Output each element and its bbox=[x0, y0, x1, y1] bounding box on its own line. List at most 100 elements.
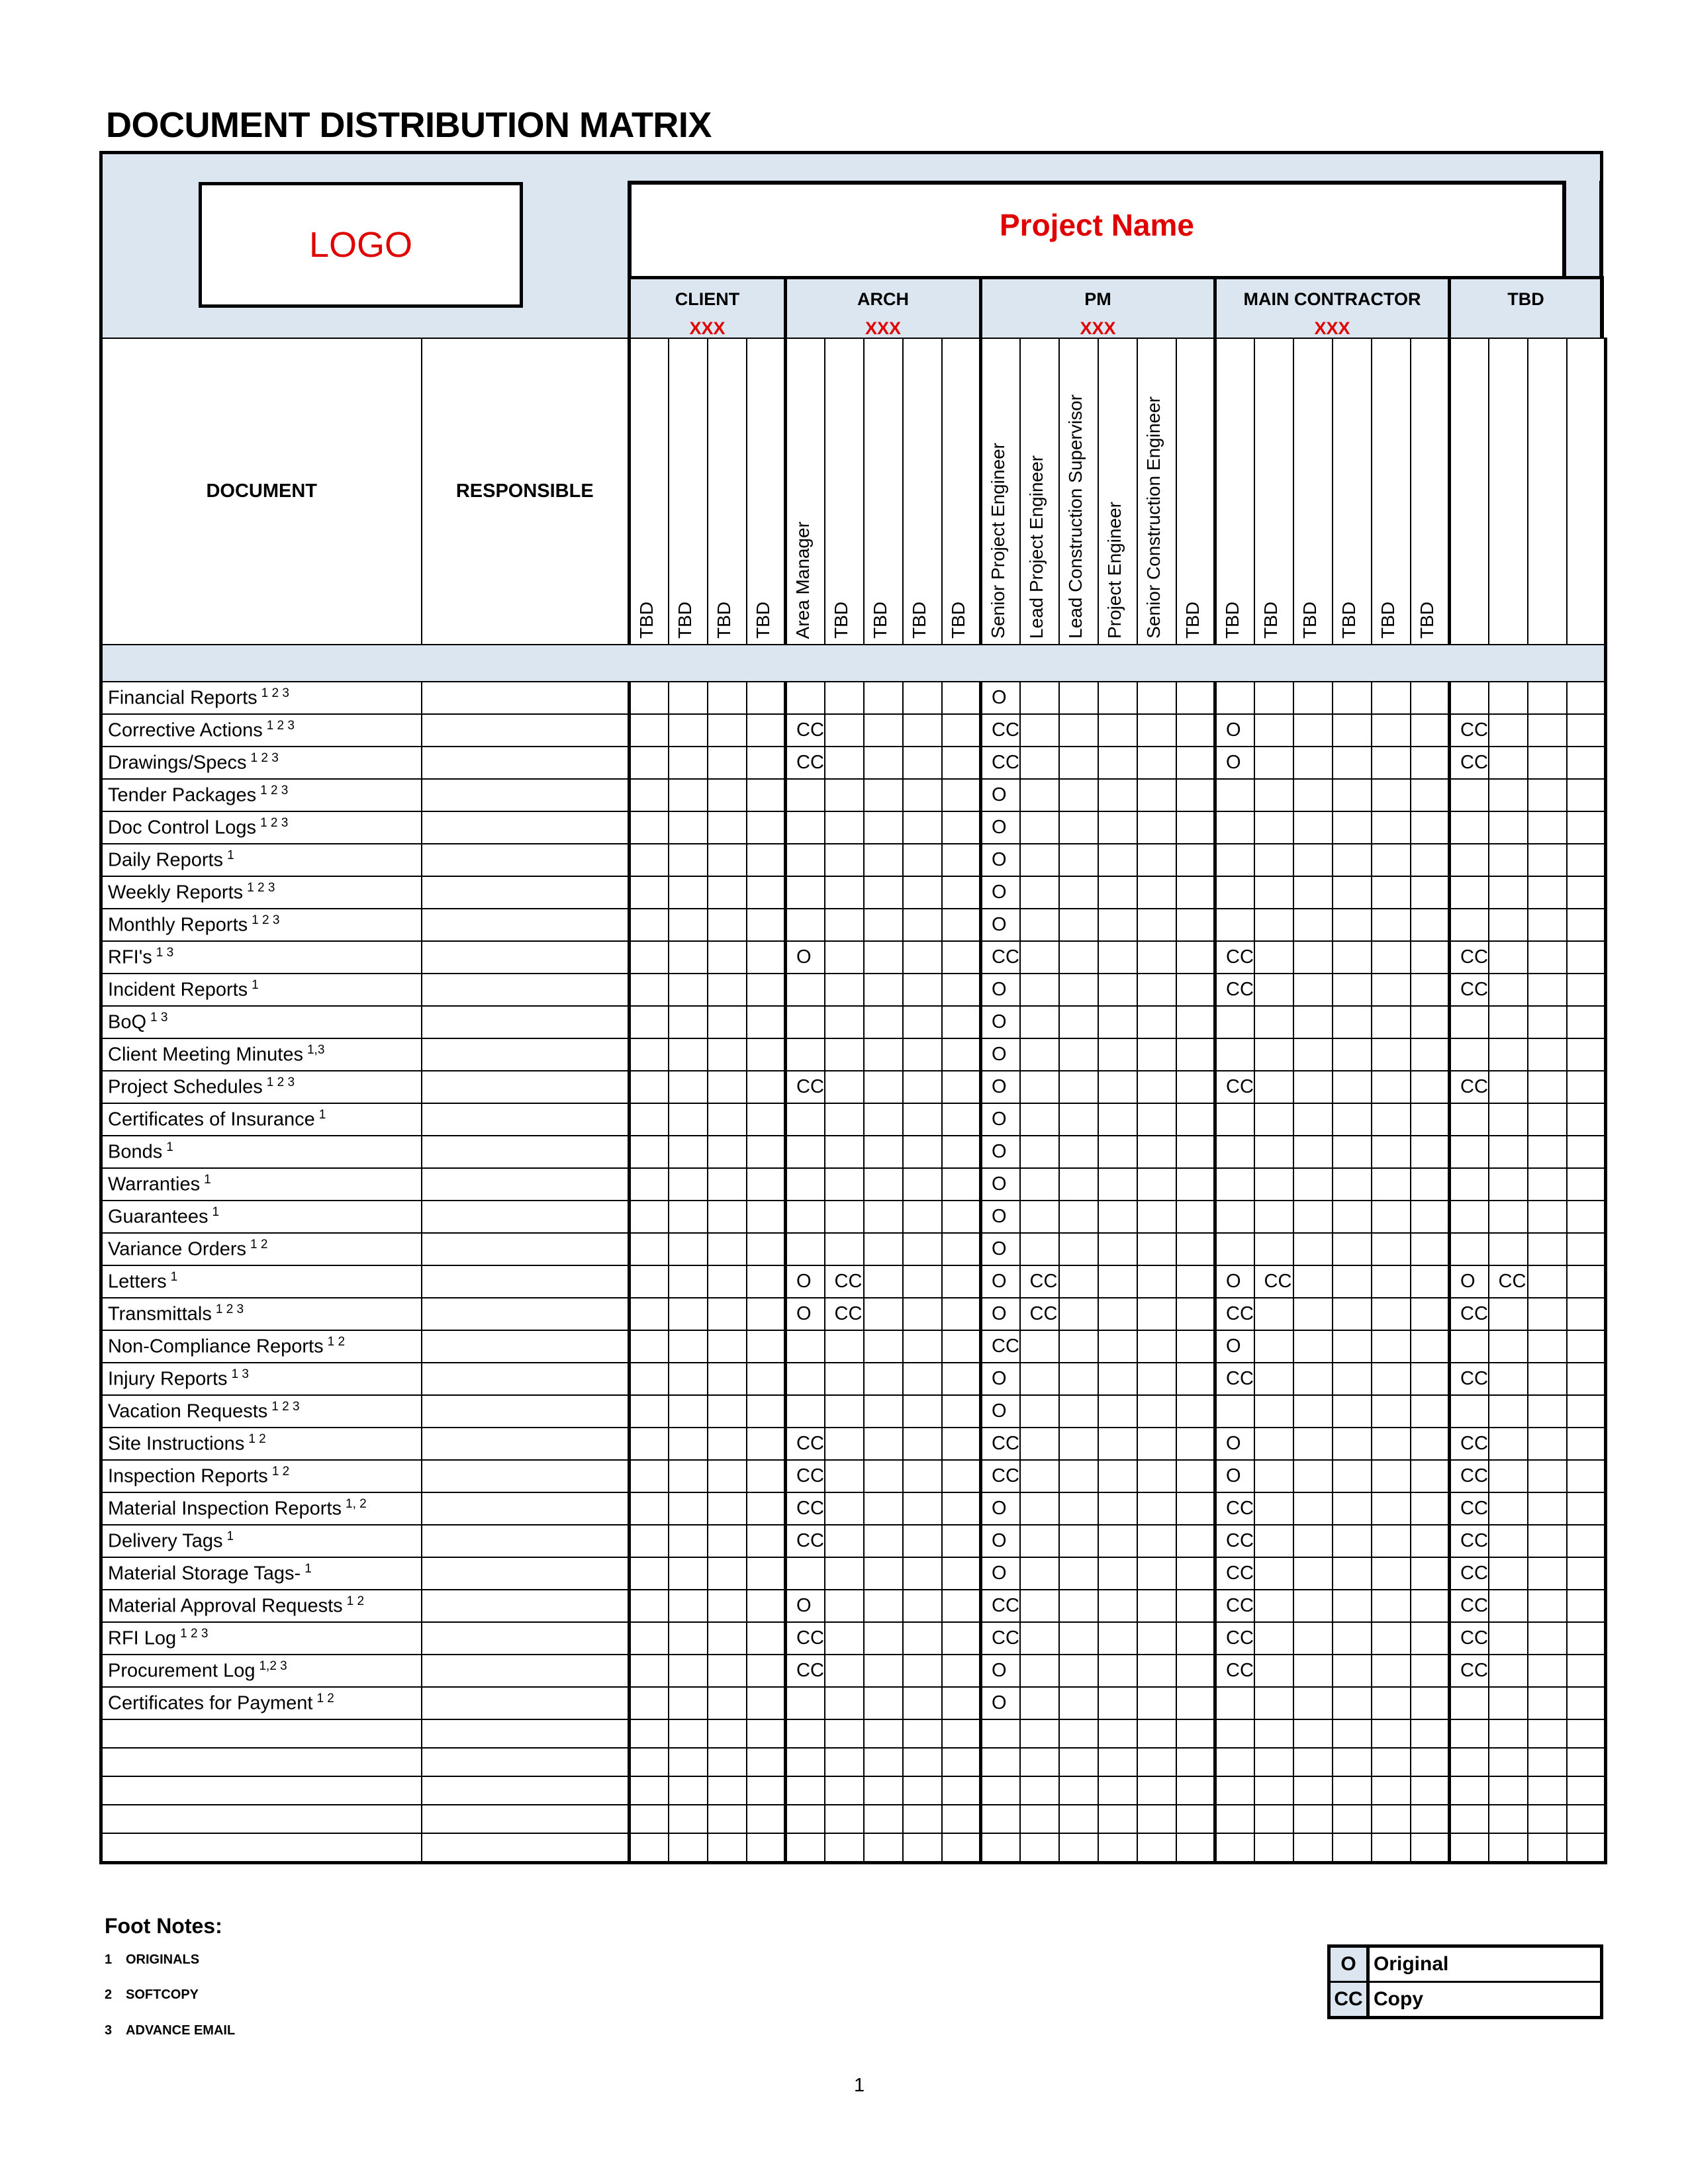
document-cell bbox=[99, 1719, 422, 1749]
matrix-cell bbox=[1175, 1232, 1216, 1266]
matrix-cell bbox=[1526, 1776, 1568, 1805]
matrix-cell bbox=[1253, 1621, 1294, 1655]
matrix-cell bbox=[823, 1103, 865, 1136]
matrix-cell bbox=[1370, 746, 1411, 780]
matrix-cell bbox=[1409, 1232, 1450, 1266]
matrix-cell bbox=[1253, 1200, 1294, 1234]
matrix-cell bbox=[823, 811, 865, 844]
responsible-cell bbox=[420, 1362, 631, 1396]
matrix-cell bbox=[706, 1719, 747, 1749]
matrix-cell bbox=[1058, 973, 1099, 1007]
matrix-cell bbox=[1253, 778, 1294, 812]
matrix-cell bbox=[706, 811, 747, 844]
matrix-cell bbox=[628, 681, 669, 715]
matrix-cell bbox=[1409, 1103, 1450, 1136]
matrix-cell bbox=[784, 876, 825, 909]
matrix-cell bbox=[823, 1686, 865, 1720]
matrix-cell bbox=[1136, 1524, 1177, 1558]
table-row: Inspection Reports 1 2 CC CC O CC bbox=[99, 1459, 1607, 1493]
distribution-mark: CC bbox=[979, 713, 1021, 747]
matrix-cell bbox=[941, 713, 982, 747]
matrix-cell bbox=[1331, 778, 1372, 812]
matrix-cell bbox=[667, 1557, 708, 1590]
matrix-cell bbox=[1213, 1135, 1255, 1169]
matrix-cell bbox=[863, 1804, 904, 1834]
distribution-mark: O bbox=[979, 1265, 1021, 1298]
role-column-header: TBD bbox=[941, 338, 982, 645]
matrix-cell bbox=[1097, 843, 1138, 877]
matrix-cell bbox=[784, 1103, 825, 1136]
matrix-cell bbox=[745, 1833, 786, 1864]
legend-label: Copy bbox=[1374, 1988, 1423, 2010]
table-row: Procurement Log 1,2 3 CC O CC CC bbox=[99, 1654, 1607, 1688]
matrix-cell bbox=[1292, 811, 1333, 844]
matrix-cell bbox=[667, 908, 708, 942]
matrix-cell bbox=[823, 1070, 865, 1104]
matrix-cell bbox=[1253, 1167, 1294, 1201]
matrix-cell bbox=[628, 1330, 669, 1363]
matrix-cell bbox=[667, 1804, 708, 1834]
role-label: TBD bbox=[1260, 602, 1281, 639]
matrix-cell bbox=[745, 940, 786, 974]
distribution-mark: CC bbox=[784, 746, 825, 780]
matrix-cell bbox=[745, 713, 786, 747]
document-name: Certificates for Payment bbox=[108, 1692, 313, 1714]
matrix-cell bbox=[902, 1070, 943, 1104]
role-label: TBD bbox=[830, 602, 851, 639]
matrix-cell bbox=[1058, 1557, 1099, 1590]
matrix-cell bbox=[1370, 973, 1411, 1007]
matrix-cell bbox=[1019, 746, 1060, 780]
matrix-cell bbox=[823, 1621, 865, 1655]
matrix-cell bbox=[941, 1070, 982, 1104]
role-label: TBD bbox=[1222, 602, 1243, 639]
matrix-cell bbox=[667, 1135, 708, 1169]
role-label: TBD bbox=[1377, 602, 1398, 639]
matrix-cell bbox=[1292, 1394, 1333, 1428]
matrix-cell bbox=[1097, 1330, 1138, 1363]
footnotes-title: Foot Notes: bbox=[105, 1914, 222, 1938]
matrix-cell bbox=[1566, 1103, 1607, 1136]
matrix-cell bbox=[941, 1297, 982, 1331]
matrix-cell bbox=[1448, 1833, 1489, 1864]
matrix-cell bbox=[745, 1621, 786, 1655]
matrix-cell bbox=[1136, 1747, 1177, 1777]
matrix-cell bbox=[1136, 1686, 1177, 1720]
matrix-cell bbox=[1409, 1135, 1450, 1169]
distribution-mark: O bbox=[979, 778, 1021, 812]
matrix-cell bbox=[902, 1804, 943, 1834]
table-row: Guarantees 1 O bbox=[99, 1200, 1607, 1234]
matrix-cell bbox=[1175, 1135, 1216, 1169]
matrix-cell bbox=[1370, 1492, 1411, 1525]
matrix-cell bbox=[784, 1557, 825, 1590]
footnote-refs: 1 bbox=[305, 1562, 312, 1576]
table-row: Client Meeting Minutes 1,3 O bbox=[99, 1038, 1607, 1071]
matrix-cell bbox=[823, 681, 865, 715]
group-subtitle: XXX bbox=[1080, 318, 1116, 338]
document-cell bbox=[99, 1804, 422, 1834]
matrix-cell bbox=[1409, 1394, 1450, 1428]
role-label: TBD bbox=[908, 602, 929, 639]
table-row: Injury Reports 1 3 O CC CC bbox=[99, 1362, 1607, 1396]
matrix-cell bbox=[863, 1103, 904, 1136]
matrix-cell bbox=[1331, 746, 1372, 780]
distribution-mark: O bbox=[979, 1103, 1021, 1136]
matrix-cell bbox=[941, 1557, 982, 1590]
footnote-refs: 1 bbox=[212, 1205, 220, 1220]
responsible-cell bbox=[420, 1686, 631, 1720]
matrix-cell bbox=[784, 1686, 825, 1720]
matrix-cell bbox=[1487, 973, 1528, 1007]
matrix-cell bbox=[706, 940, 747, 974]
role-column-header: Area Manager bbox=[784, 338, 825, 645]
matrix-cell bbox=[1370, 876, 1411, 909]
matrix-cell bbox=[1292, 1167, 1333, 1201]
matrix-cell bbox=[941, 1265, 982, 1298]
document-name: Doc Control Logs bbox=[108, 817, 257, 839]
matrix-cell bbox=[1409, 1459, 1450, 1493]
matrix-cell bbox=[1175, 681, 1216, 715]
document-cell: Guarantees 1 bbox=[99, 1200, 422, 1234]
matrix-cell bbox=[1526, 1135, 1568, 1169]
matrix-cell bbox=[1019, 1103, 1060, 1136]
distribution-mark: CC bbox=[1448, 1654, 1489, 1688]
distribution-mark: CC bbox=[979, 1589, 1021, 1623]
distribution-mark: CC bbox=[1213, 1589, 1255, 1623]
